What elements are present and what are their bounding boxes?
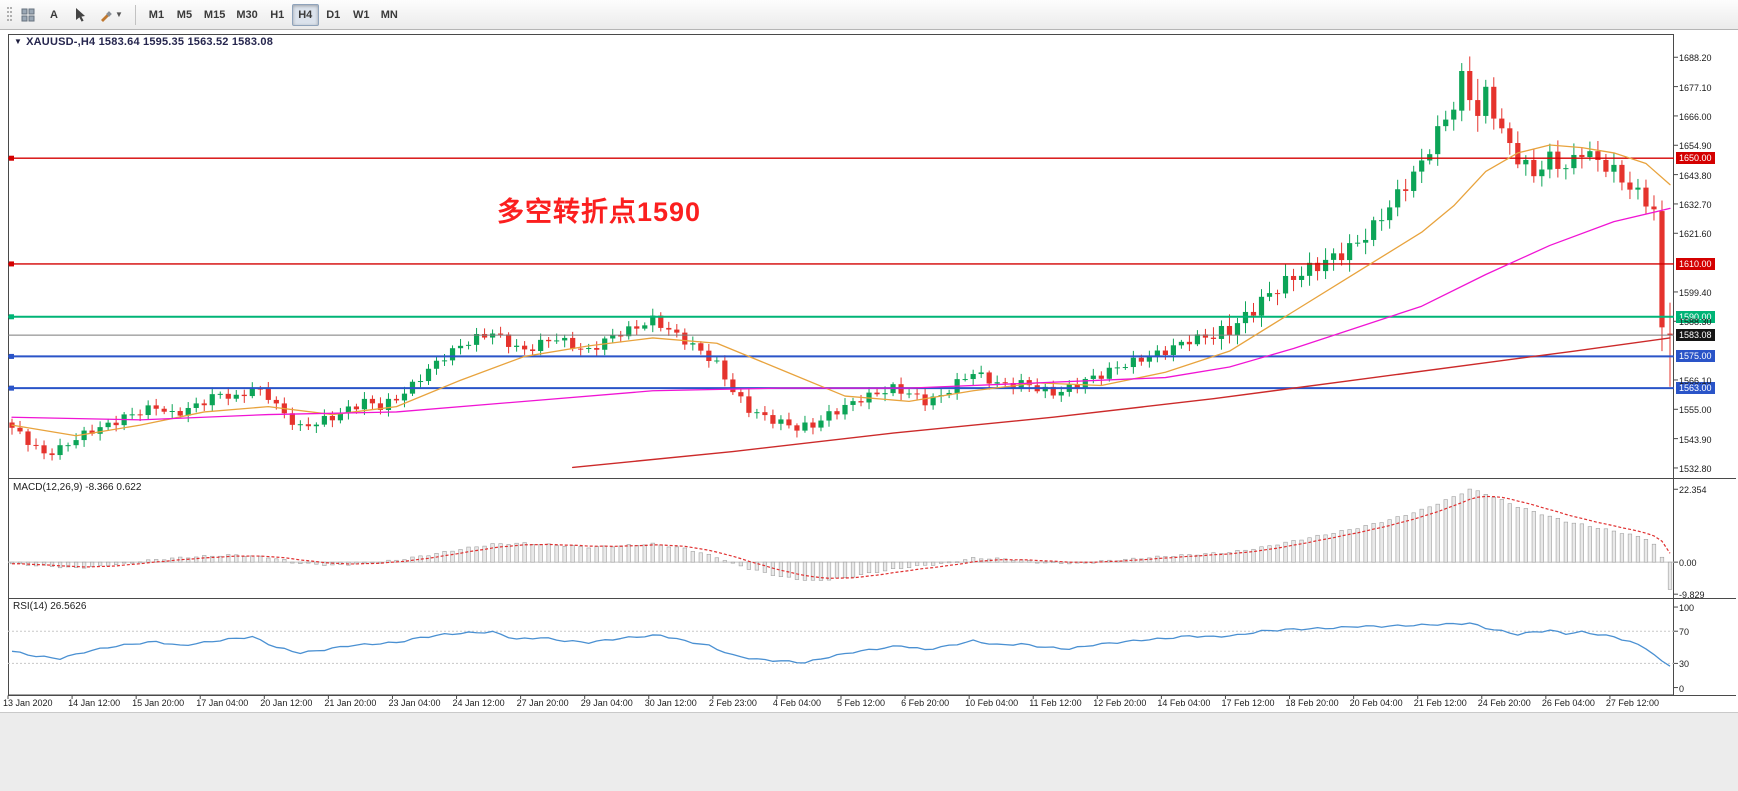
- timeframe-button-mn[interactable]: MN: [376, 4, 403, 26]
- bottom-strip: [0, 712, 1738, 791]
- rsi-label: RSI(14) 26.5626: [13, 601, 86, 612]
- timeframe-button-m30[interactable]: M30: [231, 4, 262, 26]
- collapse-triangle-icon[interactable]: ▼: [14, 37, 23, 46]
- brush-icon: [101, 10, 112, 22]
- grid-icon: [21, 8, 35, 21]
- cursor-icon: [76, 8, 85, 22]
- tick-grid-button[interactable]: [16, 4, 40, 26]
- rsi-name: RSI(14): [13, 601, 48, 612]
- timeframe-button-m5[interactable]: M5: [171, 4, 198, 26]
- chevron-down-icon: ▼: [115, 10, 123, 19]
- chart-annotation[interactable]: 多空转折点1590: [497, 197, 702, 227]
- timeframe-button-h1[interactable]: H1: [264, 4, 291, 26]
- toolbar-separator: [134, 4, 136, 25]
- timeframe-button-m15[interactable]: M15: [199, 4, 230, 26]
- toolbar-drag-handle[interactable]: [4, 4, 14, 26]
- timeframe-button-d1[interactable]: D1: [320, 4, 347, 26]
- timeframe-button-m1[interactable]: M1: [143, 4, 170, 26]
- macd-label: MACD(12,26,9) -8.366 0.622: [13, 482, 141, 493]
- symbol-ohlc-line: ▼ XAUUSD-,H4 1583.64 1595.35 1563.52 1583…: [14, 36, 273, 48]
- macd-values: -8.366 0.622: [85, 482, 142, 493]
- chart-window[interactable]: [0, 30, 1738, 712]
- cursor-tool-button[interactable]: [68, 4, 92, 26]
- timeframe-button-w1[interactable]: W1: [348, 4, 375, 26]
- rsi-value: 26.5626: [50, 601, 87, 612]
- timeframe-group: M1 M5 M15 M30 H1 H4 D1 W1 MN: [143, 3, 403, 26]
- styles-dropdown-button[interactable]: ▼: [94, 4, 128, 26]
- grip-dots-icon: [6, 6, 12, 21]
- text-tool-button[interactable]: A: [42, 4, 66, 26]
- macd-name: MACD(12,26,9): [13, 482, 83, 493]
- timeframe-button-h4[interactable]: H4: [291, 3, 319, 26]
- toolbar: A ▼ M1 M5 M15 M30 H1 H4 D1 W1 MN: [0, 0, 1738, 30]
- symbol-ohlc-text: XAUUSD-,H4 1583.64 1595.35 1563.52 1583.…: [26, 36, 274, 48]
